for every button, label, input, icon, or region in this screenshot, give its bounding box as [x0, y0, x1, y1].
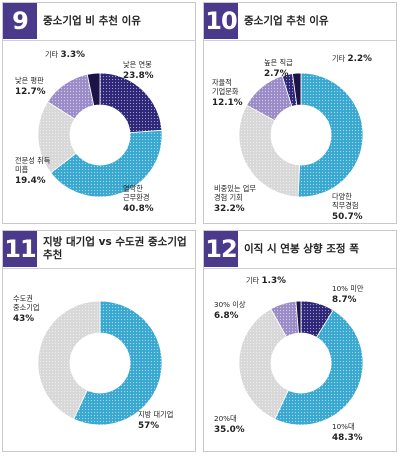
slice-name: 기타 3.3% [45, 50, 85, 60]
donut-slice [238, 104, 301, 198]
slice-name: 근무환경 [123, 193, 149, 202]
slice-name: 낮은 연봉 [123, 60, 152, 69]
header-divider [204, 268, 396, 269]
slice-name: 중소기업 [13, 303, 39, 312]
slice-name: 직무경험 [332, 201, 358, 210]
slice-value: 2.2% [348, 54, 373, 64]
slice-value: 23.8% [123, 71, 154, 81]
slice-name: 다양한 [332, 192, 352, 201]
slice-value: 12.1% [212, 98, 243, 108]
slice-name: 10% 미만 [332, 284, 364, 293]
slice-label: 10% 미만 8.7% [332, 284, 364, 305]
slice-label: 낮은 연봉 23.8% [123, 60, 154, 81]
donut-slice [291, 72, 302, 106]
slice-value: 3.3% [61, 50, 86, 60]
panel-title: 중소기업 추천 이유 [244, 14, 329, 27]
slice-value: 32.2% [214, 204, 245, 214]
panel-header: 10 중소기업 추천 이유 [204, 3, 396, 39]
slice-value: 12.7% [15, 87, 46, 97]
slice-value: 1.3% [262, 276, 287, 286]
slice-name: 30% 이상 [214, 300, 246, 309]
donut-slice [99, 72, 163, 134]
chart-panel-9: 9 중소기업 비 추천 이유 낮은 연봉 23.8% 열악한 근무환경 40.8% 전문성… [2, 2, 196, 224]
header-divider [204, 40, 396, 41]
panel-title: 지방 대기업 vs 수도권 중소기업 추천 [43, 236, 187, 261]
chart-panel-12: 12 이직 시 연봉 상향 조정 폭 10% 미만 8.7% 10%대 48.3% 20… [203, 230, 397, 452]
slice-name: 지방 대기업 [138, 410, 173, 419]
donut-slice [86, 72, 101, 107]
slice-label: 10%대 48.3% [332, 422, 363, 443]
slice-name: 20%대 [214, 414, 237, 423]
slice-name: 낮은 평판 [15, 76, 44, 85]
slice-value: 43% [13, 314, 34, 324]
slice-name: 기타 2.2% [332, 54, 372, 64]
slice-name: 수도권 [13, 294, 33, 303]
donut-slice [238, 308, 289, 420]
slice-name: 열악한 [123, 184, 143, 193]
slice-value: 57% [138, 421, 159, 431]
slice-name: 기타 1.3% [246, 276, 286, 286]
chart-panel-10: 10 중소기업 추천 이유 다양한 직무경험 50.7% 비중있는 업무 경험 기회 32… [203, 2, 397, 224]
slice-label: 기타 3.3% [45, 50, 85, 60]
slice-value: 48.3% [332, 433, 363, 443]
slice-label: 지방 대기업 57% [138, 410, 173, 431]
slice-value: 6.8% [214, 311, 239, 321]
panel-number: 9 [3, 3, 37, 39]
slice-name: 미흡 [15, 165, 29, 174]
slice-label: 20%대 35.0% [214, 414, 245, 435]
slice-name: 경험 기회 [214, 193, 243, 202]
donut-slice [274, 309, 364, 426]
chart-panel-11: 11 지방 대기업 vs 수도권 중소기업 추천 지방 대기업 57% 수도권 중소기… [2, 230, 196, 452]
panel-title: 중소기업 비 추천 이유 [43, 14, 141, 27]
slice-name: 비중있는 업무 [214, 184, 256, 193]
slice-label: 높은 직급 2.7% [264, 58, 293, 79]
donut-chart: 10% 미만 8.7% 10%대 48.3% 20%대 35.0% 30% 이상 6.8% 기타… [214, 276, 364, 443]
header-divider [3, 40, 195, 41]
slice-value: 50.7% [332, 212, 363, 222]
slice-value: 40.8% [123, 204, 154, 214]
slice-label: 기타 1.3% [246, 276, 286, 286]
donut-slice [73, 300, 163, 426]
slice-value: 19.4% [15, 176, 46, 186]
panel-header: 9 중소기업 비 추천 이유 [3, 3, 195, 39]
slice-name: 자율적 [212, 78, 232, 87]
slice-label: 낮은 평판 12.7% [15, 76, 46, 97]
slice-value: 8.7% [332, 295, 357, 305]
header-divider [3, 268, 195, 269]
panel-number: 12 [204, 231, 238, 267]
slice-name: 10%대 [332, 422, 355, 431]
slice-value: 2.7% [264, 69, 289, 79]
donut-slice [37, 300, 101, 420]
panel-header: 11 지방 대기업 vs 수도권 중소기업 추천 [3, 231, 195, 267]
donut-slice [50, 129, 163, 198]
panel-title: 이직 시 연봉 상향 조정 폭 [244, 242, 359, 255]
donut-slice [295, 300, 302, 334]
donut-slice [297, 72, 364, 198]
slice-label: 30% 이상 6.8% [214, 300, 246, 321]
slice-name: 기업문화 [212, 87, 239, 96]
panel-number: 11 [3, 231, 37, 267]
panel-number: 10 [204, 3, 238, 39]
slice-name: 전문성 취득 [15, 156, 51, 165]
slice-value: 35.0% [214, 425, 245, 435]
panel-header: 12 이직 시 연봉 상향 조정 폭 [204, 231, 396, 267]
slice-label: 기타 2.2% [332, 54, 372, 64]
slice-name: 높은 직급 [264, 58, 293, 67]
